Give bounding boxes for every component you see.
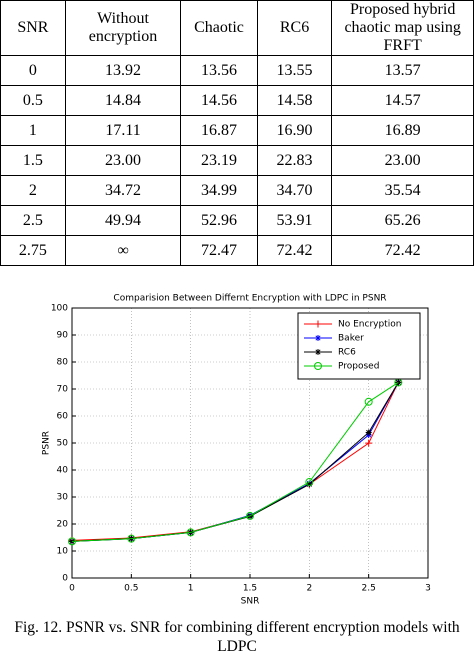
marker	[314, 320, 322, 328]
header-cell: Without encryption	[64, 0, 182, 56]
table-cell: 16.87	[180, 115, 258, 146]
y-tick-label: 50	[57, 439, 69, 449]
table-row: 2.5 49.94 52.96 53.91 65.26	[0, 205, 474, 236]
chart-title: Comparision Between Differnt Encryption …	[113, 294, 386, 304]
table-cell: 16.90	[256, 115, 333, 146]
marker	[127, 534, 136, 543]
table-row: 1 17.11 16.87 16.90 16.89	[0, 115, 474, 146]
table-cell: 72.42	[331, 235, 474, 266]
table-cell: 17.11	[64, 115, 182, 146]
table-cell: 52.96	[180, 205, 258, 236]
y-tick-label: 40	[57, 466, 69, 476]
y-tick-label: 60	[57, 412, 69, 422]
table-cell: 53.91	[256, 205, 333, 236]
marker	[315, 335, 321, 341]
table-cell: 49.94	[64, 205, 182, 236]
table-cell: 14.56	[180, 85, 258, 116]
table-cell: 1	[0, 115, 66, 146]
table-cell: 13.57	[331, 55, 474, 86]
y-tick-label: 90	[57, 331, 69, 341]
table-row: 2.75 ∞ 72.47 72.42 72.42	[0, 235, 474, 266]
x-tick-label: 1	[188, 584, 194, 594]
marker	[365, 439, 373, 447]
marker	[314, 362, 322, 370]
x-tick-label: 0	[69, 584, 75, 594]
legend: No Encryption Baker RC6 Proposed	[297, 312, 421, 380]
y-tick-label: 70	[57, 385, 69, 395]
results-table: SNR Without encryption Chaotic RC6 Proposed …	[0, 0, 474, 266]
legend-label: RC6	[338, 348, 356, 358]
table-cell: 34.70	[256, 175, 333, 206]
table-cell: 14.57	[331, 85, 474, 116]
table-cell: 34.72	[64, 175, 182, 206]
table-cell: 22.83	[256, 145, 333, 176]
table-cell: 23.00	[331, 145, 474, 176]
marker	[305, 478, 314, 487]
plot-frame	[71, 307, 429, 579]
legend-label: No Encryption	[338, 320, 401, 330]
header-cell: Chaotic	[180, 0, 258, 56]
table-cell: 34.99	[180, 175, 258, 206]
table-cell: 65.26	[331, 205, 474, 236]
marker	[69, 538, 75, 545]
y-tick-label: 80	[57, 358, 69, 368]
x-axis-label: SNR	[241, 597, 260, 607]
table-cell: 2	[0, 175, 66, 206]
table-cell: 72.47	[180, 235, 258, 266]
y-tick-label: 20	[57, 520, 69, 530]
marker	[246, 511, 254, 520]
marker	[364, 397, 373, 406]
marker	[365, 429, 372, 436]
y-tick-label: 10	[57, 547, 69, 557]
table-cell: 23.19	[180, 145, 258, 176]
y-tick-label: 0	[62, 574, 68, 584]
table-row: 0 13.92 13.56 13.55 13.57	[0, 55, 474, 86]
x-tick-label: 2.5	[362, 584, 376, 594]
header-cell: SNR	[0, 0, 66, 56]
header-cell: RC6	[256, 0, 333, 56]
table-cell: 72.42	[256, 235, 333, 266]
legend-label: Baker	[338, 334, 364, 344]
table-row: 1.5 23.00 23.19 22.83 23.00	[0, 145, 474, 176]
marker	[315, 349, 321, 355]
x-tick-label: 1.5	[243, 584, 257, 594]
table-cell: 35.54	[331, 175, 474, 206]
table-row: 2 34.72 34.99 34.70 35.54	[0, 175, 474, 206]
x-tick-label: 3	[425, 584, 431, 594]
header-cell: Proposed hybrid chaotic map using FRFT	[331, 0, 474, 56]
table-cell: 2.75	[0, 235, 66, 266]
header-row: SNR Without encryption Chaotic RC6 Proposed …	[0, 0, 474, 56]
y-tick-label: 100	[51, 304, 68, 314]
x-tick-label: 0.5	[124, 584, 138, 594]
series-line	[71, 382, 399, 542]
y-axis-label: PSNR	[42, 431, 52, 455]
table-cell: 0.5	[0, 85, 66, 116]
table-cell: 14.58	[256, 85, 333, 116]
marker	[186, 528, 195, 537]
table-cell: 1.5	[0, 145, 66, 176]
legend-label: Proposed	[338, 362, 379, 372]
marker	[68, 537, 76, 546]
y-tick-label: 30	[57, 493, 69, 503]
table-cell: 23.00	[64, 145, 182, 176]
table-cell: 13.56	[180, 55, 258, 86]
marker	[306, 481, 313, 488]
table-cell: 13.92	[64, 55, 182, 86]
table-body: 0 13.92 13.56 13.55 13.57 0.5 14.84 14.56 14.58 1…	[0, 55, 474, 266]
table-row: 0.5 14.84 14.56 14.58 14.57	[0, 85, 474, 116]
x-tick-label: 2	[306, 584, 312, 594]
table-cell: ∞	[64, 235, 182, 266]
table-cell: 13.55	[256, 55, 333, 86]
chart: Comparision Between Differnt Encryption …	[42, 294, 431, 607]
figure-caption: Fig. 12. PSNR vs. SNR for combining diff…	[14, 619, 460, 655]
table-cell: 0	[0, 55, 66, 86]
table-cell: 2.5	[0, 205, 66, 236]
table-cell: 16.89	[331, 115, 474, 146]
table-cell: 14.84	[64, 85, 182, 116]
